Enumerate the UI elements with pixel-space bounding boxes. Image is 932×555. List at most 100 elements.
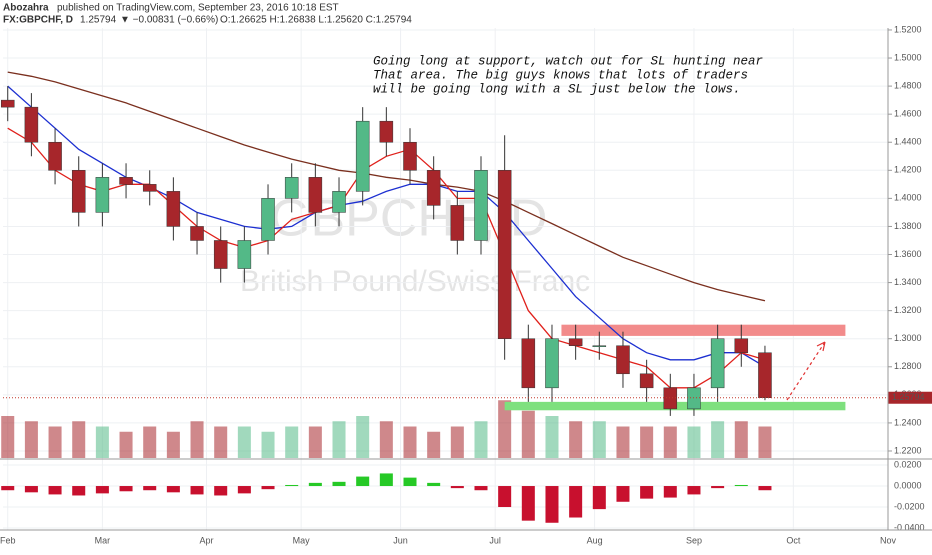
volume-bar — [498, 400, 512, 458]
macd-bar — [190, 486, 204, 495]
volume-bar — [285, 426, 299, 458]
candle-body — [142, 184, 157, 192]
candle-body — [95, 177, 110, 213]
volume-bar — [95, 426, 109, 458]
volume-bar — [261, 431, 275, 458]
y-tick-label: 1.2400 — [894, 417, 922, 427]
macd-bar — [379, 473, 393, 487]
volume-bar — [687, 426, 701, 458]
change: ▼ −0.00831 (−0.66%) — [120, 15, 218, 26]
macd-bar — [403, 477, 417, 487]
volume-bar — [72, 421, 86, 458]
volume-bar — [450, 426, 464, 458]
y-tick-label: 1.5200 — [894, 24, 922, 34]
volume-bar — [308, 426, 322, 458]
volume-bar — [24, 421, 38, 458]
x-tick-label: Nov — [880, 535, 897, 545]
macd-bar — [592, 486, 606, 510]
candle-body — [545, 338, 559, 389]
macd-bar — [521, 486, 535, 521]
moving-average — [7, 85, 766, 368]
volume-bar — [1, 416, 15, 458]
volume-bar — [734, 421, 748, 458]
y-tick-label: 1.5000 — [894, 52, 922, 62]
last-price-label: 1.25794 — [892, 392, 925, 402]
candle-body — [213, 240, 228, 269]
macd-bar — [48, 486, 62, 495]
y-tick-label: 1.3000 — [894, 333, 922, 343]
macd-bar — [498, 486, 512, 508]
macd-bar — [285, 484, 299, 487]
candle-body — [403, 141, 417, 171]
x-tick-label: Feb — [0, 535, 15, 545]
x-tick-label: Mar — [95, 535, 111, 545]
volume-bar — [379, 421, 393, 458]
candle-body — [261, 198, 275, 241]
candle-body — [332, 191, 346, 213]
volume-bar — [237, 426, 251, 458]
macd-bar — [261, 486, 275, 490]
volume-bar — [427, 431, 441, 458]
macd-bar — [616, 486, 630, 502]
moving-average — [7, 127, 766, 389]
candle-body — [710, 338, 725, 389]
y-tick-label: 1.2800 — [894, 361, 922, 371]
candle-body — [379, 120, 394, 143]
published: published on TradingView.com, September … — [57, 3, 339, 14]
volume-bar — [214, 426, 228, 458]
volume-bar — [474, 421, 488, 458]
x-tick-label: Apr — [199, 535, 213, 545]
candle-body — [592, 345, 607, 347]
y-tick-label: 1.4200 — [894, 165, 922, 175]
macd-bar — [663, 486, 677, 498]
candle-body — [687, 387, 701, 410]
volume-bar — [190, 421, 204, 458]
macd-tick-label: -0.0400 — [894, 522, 925, 532]
macd-bar — [640, 486, 654, 499]
volume-bar — [711, 421, 725, 458]
candle-body — [48, 141, 62, 171]
macd-bar — [24, 486, 38, 493]
volume-bar — [48, 426, 62, 458]
candle-body — [237, 240, 252, 269]
macd-bar — [711, 486, 725, 489]
zone — [561, 324, 846, 336]
macd-bar — [166, 486, 180, 493]
macd-tick-label: -0.0200 — [894, 501, 925, 511]
macd-bar — [1, 486, 15, 491]
macd-tick-label: 0.0000 — [894, 480, 922, 490]
y-tick-label: 1.4800 — [894, 80, 922, 90]
macd-bar — [758, 486, 772, 491]
plot: 1.22001.24001.26001.28001.30001.32001.34… — [0, 24, 932, 545]
candle-body — [474, 170, 488, 241]
volume-bar — [592, 421, 606, 458]
y-tick-label: 1.3400 — [894, 277, 922, 287]
x-tick-label: Oct — [786, 535, 801, 545]
annotation: That area. The big guys knows that lots … — [373, 68, 748, 82]
author: Abozahra — [3, 3, 49, 14]
volume-bar — [356, 416, 370, 458]
x-tick-label: Jun — [393, 535, 408, 545]
arrow-head — [816, 341, 826, 352]
y-tick-label: 1.4000 — [894, 193, 922, 203]
x-tick-label: May — [293, 535, 311, 545]
moving-average — [7, 71, 766, 302]
candle-body — [497, 170, 512, 339]
volume-bar — [545, 416, 559, 458]
macd-bar — [214, 486, 228, 496]
y-tick-label: 1.2200 — [894, 445, 922, 455]
annotation: Going long at support, watch out for SL … — [373, 54, 764, 68]
candle-body — [639, 373, 654, 389]
candle-body — [308, 177, 323, 213]
candle-body — [190, 226, 204, 241]
macd-tick-label: 0.0200 — [894, 459, 922, 469]
y-tick-label: 1.4600 — [894, 109, 922, 119]
candle-body — [71, 170, 86, 213]
annotation: will be going long with a SL just below … — [373, 82, 741, 96]
candle-body — [166, 191, 181, 227]
volume-bar — [119, 431, 133, 458]
candle-body — [734, 338, 749, 353]
watermark-name: British Pound/Swiss Franc — [240, 265, 590, 298]
candle-body — [616, 345, 630, 375]
